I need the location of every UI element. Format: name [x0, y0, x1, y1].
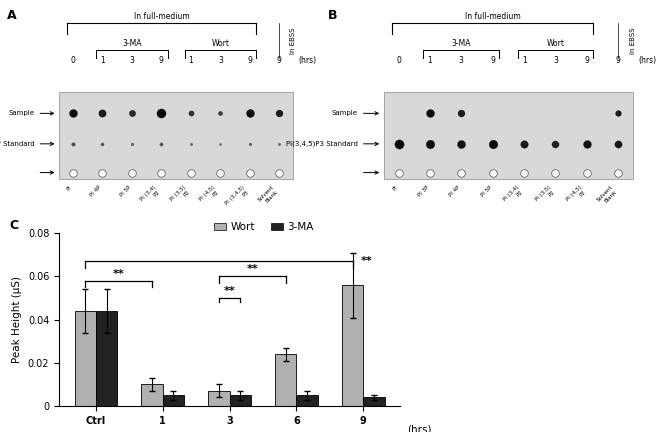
- Text: PI (3,5)
P2: PI (3,5) P2: [534, 185, 556, 206]
- Text: Wort: Wort: [546, 39, 565, 48]
- Text: (hrs): (hrs): [298, 56, 316, 65]
- Text: PI 5P: PI 5P: [119, 185, 132, 198]
- Text: PI 4P: PI 4P: [448, 185, 461, 198]
- Text: In EBSS: In EBSS: [630, 28, 636, 54]
- Text: Sample: Sample: [331, 110, 358, 116]
- Text: **: **: [361, 256, 373, 267]
- Text: In full-medium: In full-medium: [134, 12, 189, 21]
- Bar: [363, 397, 384, 406]
- Bar: [275, 354, 297, 406]
- Text: A: A: [7, 9, 16, 22]
- Text: C: C: [10, 219, 19, 232]
- Text: PI (4,5)
P2: PI (4,5) P2: [199, 185, 220, 206]
- Text: 1: 1: [428, 56, 432, 65]
- Text: In EBSS: In EBSS: [290, 28, 297, 54]
- Text: (hrs): (hrs): [407, 424, 431, 432]
- Text: 9: 9: [616, 56, 621, 65]
- Bar: [342, 285, 363, 406]
- Bar: [142, 384, 163, 406]
- Text: 9: 9: [247, 56, 253, 65]
- Bar: [297, 395, 318, 406]
- Text: Sample: Sample: [9, 110, 34, 116]
- Bar: [96, 311, 117, 406]
- Text: 9: 9: [490, 56, 495, 65]
- Text: PI: PI: [66, 185, 73, 192]
- Text: PI (4,5)
P2: PI (4,5) P2: [565, 185, 587, 206]
- Text: 3: 3: [218, 56, 223, 65]
- Text: **: **: [224, 286, 236, 296]
- Text: 1: 1: [188, 56, 194, 65]
- Text: Wort: Wort: [211, 39, 230, 48]
- Text: 0: 0: [70, 56, 75, 65]
- Text: 3-MA: 3-MA: [451, 39, 471, 48]
- Text: 9: 9: [277, 56, 282, 65]
- Bar: [384, 92, 633, 179]
- Text: 9: 9: [584, 56, 589, 65]
- Text: PI 3P: PI 3P: [417, 185, 430, 198]
- Text: PI: PI: [392, 185, 399, 192]
- Bar: [75, 311, 96, 406]
- Text: PI3P Standard: PI3P Standard: [0, 141, 34, 147]
- Text: Solvent
Blank: Solvent Blank: [596, 185, 618, 207]
- Text: PI(3,4,5)P3 Standard: PI(3,4,5)P3 Standard: [285, 140, 358, 147]
- Text: 9: 9: [159, 56, 164, 65]
- Text: 1: 1: [100, 56, 105, 65]
- Text: B: B: [328, 9, 337, 22]
- Bar: [59, 92, 293, 179]
- Bar: [230, 395, 251, 406]
- Text: 0: 0: [396, 56, 401, 65]
- Text: PI (3,4)
P2: PI (3,4) P2: [140, 185, 161, 206]
- Text: 3-MA: 3-MA: [122, 39, 142, 48]
- Text: PI 4P: PI 4P: [89, 185, 102, 198]
- Text: PI (3,4)
P2: PI (3,4) P2: [502, 185, 524, 206]
- Text: 3: 3: [553, 56, 558, 65]
- Text: 1: 1: [522, 56, 527, 65]
- Text: PI (3,4,5)
P3: PI (3,4,5) P3: [225, 185, 250, 210]
- Text: **: **: [247, 264, 258, 274]
- Bar: [163, 395, 184, 406]
- Text: In full-medium: In full-medium: [465, 12, 521, 21]
- Text: Solvent
Blank: Solvent Blank: [257, 185, 279, 207]
- Text: PI (3,5)
P2: PI (3,5) P2: [169, 185, 191, 206]
- Text: 3: 3: [129, 56, 134, 65]
- Y-axis label: Peak Height (μS): Peak Height (μS): [12, 276, 22, 363]
- Text: (hrs): (hrs): [638, 56, 656, 65]
- Legend: Wort, 3-MA: Wort, 3-MA: [210, 218, 318, 236]
- Text: PI 5P: PI 5P: [480, 185, 493, 198]
- Text: 3: 3: [459, 56, 464, 65]
- Bar: [208, 391, 230, 406]
- Text: **: **: [113, 269, 125, 279]
